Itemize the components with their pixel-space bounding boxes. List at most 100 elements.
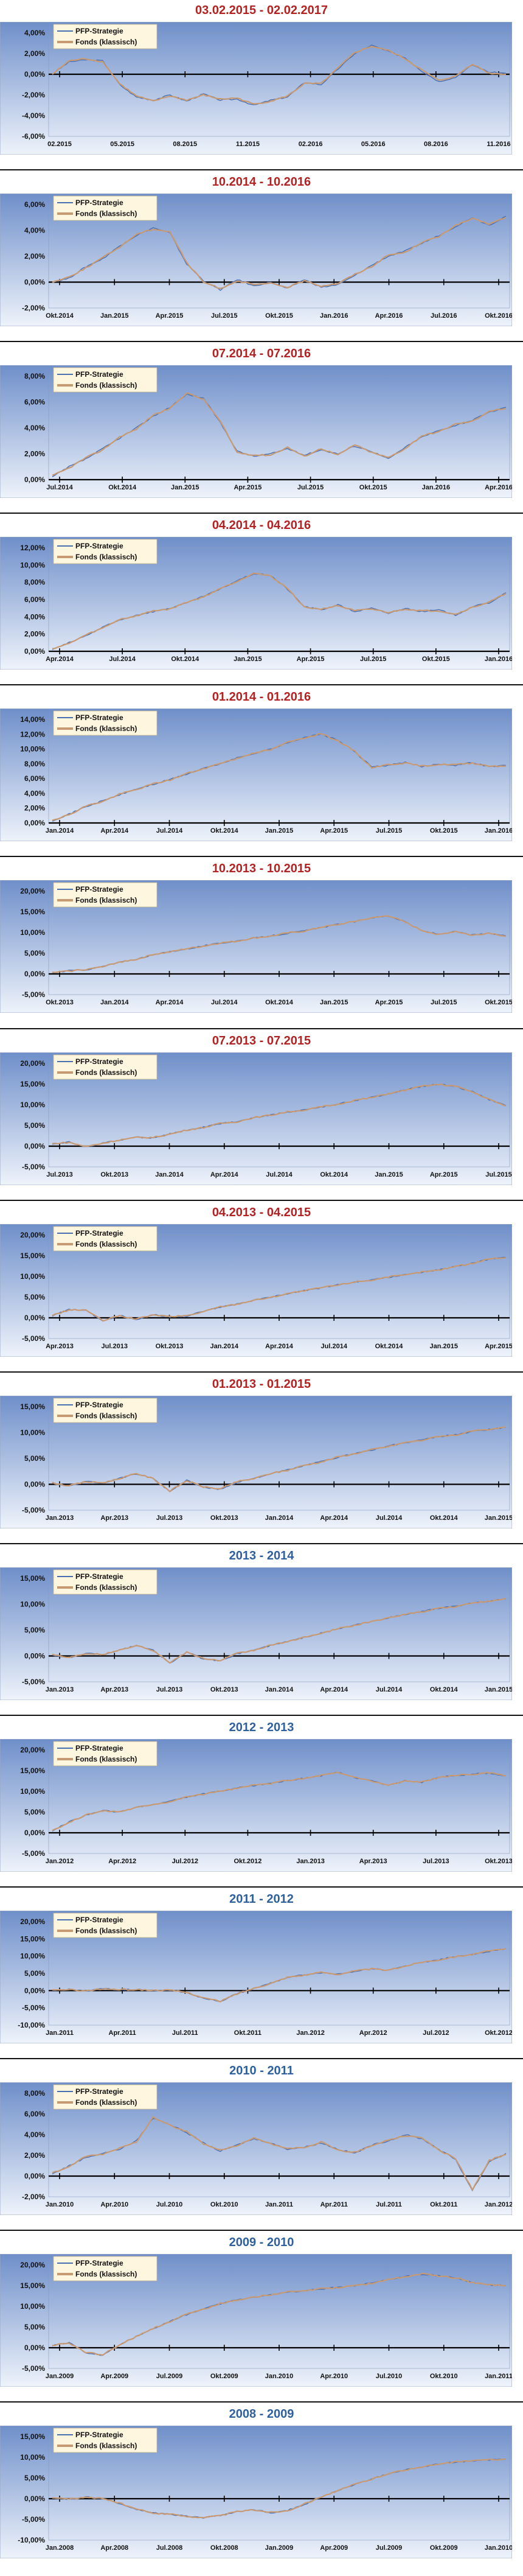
legend-label: PFP-Strategie (75, 1057, 123, 1066)
x-tick-label: 11.2015 (236, 141, 260, 148)
line-chart: 8,00% 6,00% 4,00% 2,00% 0,00% -2,00%Jan.2010 A… (0, 2082, 512, 2216)
x-tick-label: Jan.2016 (422, 484, 450, 491)
y-tick-label: 0,00% (24, 2343, 45, 2352)
x-tick-label: Jan.2010 (485, 2544, 512, 2552)
y-tick-label: -5,00% (22, 1334, 45, 1343)
x-tick-label: Jul.2011 (376, 2201, 402, 2208)
y-tick-label: 15,00% (20, 1080, 45, 1088)
plot-area (48, 891, 510, 995)
y-tick-label: 5,00% (24, 1121, 45, 1130)
legend-label: PFP-Strategie (75, 1572, 123, 1581)
series-line-fonds (52, 572, 507, 649)
x-tick-label: Apr.2014 (46, 656, 74, 663)
x-tick-label: Apr.2015 (430, 1171, 458, 1178)
x-tick-label: Apr.2012 (108, 1858, 136, 1865)
x-tick-label: Okt.2014 (430, 1686, 459, 1693)
legend: PFP-Strategie Fonds (klassisch) (53, 2256, 158, 2281)
y-tick-label: -2,00% (22, 2193, 45, 2201)
x-tick-label: Apr.2014 (320, 1686, 348, 1693)
panel-divider (0, 1542, 523, 1544)
chart-title: 07.2014 - 07.2016 (212, 347, 311, 361)
line-chart: 20,00%15,00%10,00%5,00%0,00%-5,00%Jan.20… (0, 2254, 512, 2387)
panel-divider (0, 169, 523, 171)
panel-divider (0, 2401, 523, 2403)
y-tick-label: 0,00% (24, 1480, 45, 1488)
panel-divider (0, 1714, 523, 1716)
series-line-fonds (52, 392, 507, 477)
legend-box (53, 1913, 158, 1938)
x-tick-label: Apr.2010 (100, 2201, 128, 2208)
legend-label: PFP-Strategie (75, 2259, 123, 2267)
x-tick-label: Okt.2015 (359, 484, 387, 491)
legend: PFP-Strategie Fonds (klassisch) (53, 2427, 158, 2453)
y-tick-label: 10,00% (20, 1428, 45, 1437)
x-tick-label: Jan.2011 (485, 2373, 512, 2380)
x-tick-label: Apr.2014 (156, 999, 184, 1006)
x-tick-label: Jul.2012 (423, 2029, 449, 2037)
series-line-fonds (52, 2459, 507, 2519)
x-tick-label: Jan.2016 (320, 312, 348, 320)
y-tick-label: -5,00% (22, 2364, 45, 2373)
legend-label: Fonds (klassisch) (75, 1583, 137, 1592)
y-tick-label: 15,00% (20, 2432, 45, 2441)
x-tick-label: Okt.2012 (485, 2029, 512, 2037)
y-tick-label: 20,00% (20, 2261, 45, 2269)
legend-label: Fonds (klassisch) (75, 2098, 137, 2107)
y-tick-label: 6,00% (24, 595, 45, 604)
legend: PFP-Strategie Fonds (klassisch) (53, 1054, 158, 1079)
x-tick-label: Jan.2009 (265, 2544, 293, 2552)
legend-label: PFP-Strategie (75, 198, 123, 207)
x-tick-label: 02.2016 (299, 141, 323, 148)
x-tick-label: Okt.2015 (422, 656, 450, 663)
x-tick-label: 05.2016 (361, 141, 386, 148)
legend: PFP-Strategie Fonds (klassisch) (53, 1913, 158, 1938)
chart-title: 03.02.2015 - 02.02.2017 (195, 4, 328, 17)
chart-panel: 04.2014 - 04.2016 12,00% 10,00% 8,00% 6,00% 4… (0, 515, 523, 687)
chart-panel: 10.2013 - 10.2015 20,00% 15,00% 10,00% 5,00%… (0, 858, 523, 1030)
plot-area (48, 2264, 510, 2369)
panel-divider (0, 1886, 523, 1888)
legend-box (53, 2427, 158, 2453)
y-tick-label: 0,00% (24, 1142, 45, 1150)
y-tick-label: 0,00% (24, 970, 45, 978)
y-tick-label: -5,00% (22, 1163, 45, 1171)
legend: PFP-Strategie Fonds (klassisch) (53, 2084, 158, 2110)
y-tick-label: 10,00% (20, 1787, 45, 1796)
y-tick-label: 6,00% (24, 398, 45, 407)
x-tick-label: Jan.2015 (265, 827, 293, 835)
y-tick-label: 0,00% (24, 1651, 45, 1660)
line-chart: 20,00%15,00%10,00%5,00%0,00%-5,00%Apr.20… (0, 1223, 512, 1357)
x-tick-label: Okt.2013 (210, 1514, 238, 1522)
x-tick-label: Jan.2014 (155, 1171, 184, 1178)
y-tick-label: 5,00% (24, 1454, 45, 1463)
x-tick-label: Apr.2015 (485, 1343, 512, 1350)
line-chart: 20,00% 15,00% 10,00% 5,00% 0,00% -5,00% -10,00… (0, 1911, 512, 2044)
y-tick-label: 2,00% (24, 2151, 45, 2160)
legend: PFP-Strategie Fonds (klassisch) (53, 24, 158, 49)
legend: PFP-Strategie Fonds (klassisch) (53, 539, 158, 564)
legend-label: Fonds (klassisch) (75, 896, 137, 905)
plot-area (48, 1234, 510, 1339)
y-tick-label: 15,00% (20, 1934, 45, 1943)
y-tick-label: 15,00% (20, 1251, 45, 1260)
x-tick-label: Jul.2014 (376, 1514, 403, 1522)
x-tick-label: Okt.2011 (430, 2201, 457, 2208)
chart-title: 04.2013 - 04.2015 (212, 1205, 311, 1219)
x-tick-label: Jan.2016 (485, 827, 512, 835)
plot-area (48, 32, 510, 137)
legend-box (53, 1226, 158, 1251)
x-tick-label: Jan.2011 (46, 2029, 74, 2037)
x-tick-label: Jan.2015 (100, 312, 128, 320)
y-tick-label: 0,00% (24, 819, 45, 827)
x-tick-label: Okt.2011 (234, 2029, 262, 2037)
plot-area (48, 2093, 510, 2197)
legend-label: Fonds (klassisch) (75, 553, 137, 561)
legend-label: PFP-Strategie (75, 885, 123, 894)
y-tick-label: 5,00% (24, 1626, 45, 1634)
legend-box (53, 367, 158, 393)
legend-label: PFP-Strategie (75, 1744, 123, 1752)
x-tick-label: Okt.2015 (430, 827, 458, 835)
y-tick-label: -5,00% (22, 1678, 45, 1686)
x-tick-label: Apr.2016 (485, 484, 512, 491)
x-tick-label: 02.2015 (47, 141, 72, 148)
